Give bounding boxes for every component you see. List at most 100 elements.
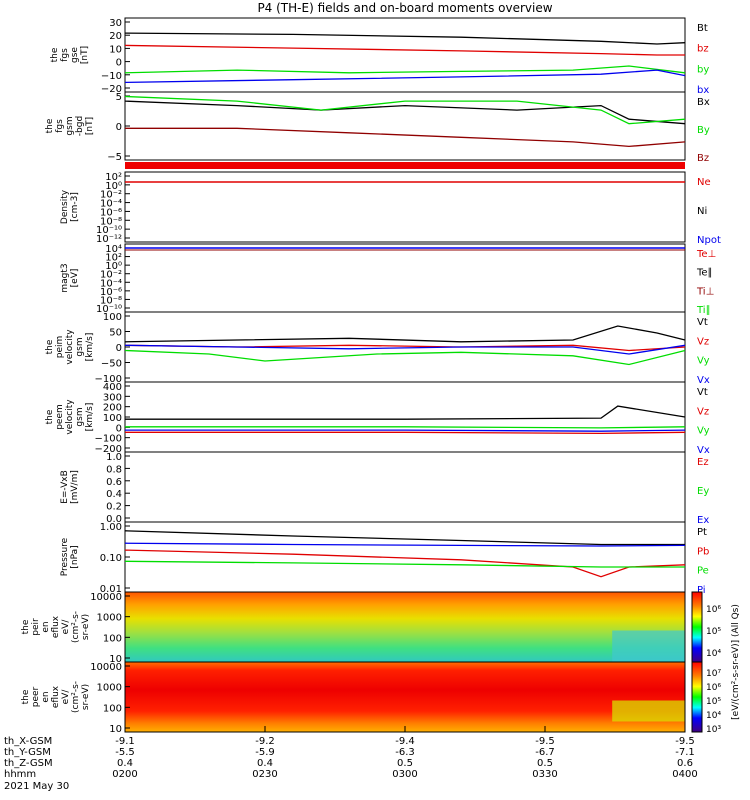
y-tick-label: 50 bbox=[109, 328, 122, 339]
y-tick-label: 10 bbox=[109, 44, 122, 55]
y-axis-label-line: [cm-3] bbox=[70, 192, 80, 222]
legend-bx: bx bbox=[697, 85, 709, 96]
y-axis-label-line: peem bbox=[55, 404, 65, 430]
x-row-value: -9.4 bbox=[395, 736, 415, 747]
colorbar-upper bbox=[691, 591, 703, 663]
y-axis-label: the peer en eflux eV/(cm²-s-sr-eV) bbox=[21, 681, 91, 713]
x-row-value: -6.7 bbox=[535, 747, 555, 758]
legend-te∥: Te∥ bbox=[696, 268, 713, 279]
colorbar-tick: 10⁵ bbox=[706, 627, 721, 637]
y-tick-label: 10⁰ bbox=[105, 261, 122, 272]
panel-frame-p2 bbox=[124, 91, 686, 161]
y-tick-label: 0.6 bbox=[106, 477, 122, 488]
y-axis-label-line: Pressure bbox=[60, 537, 70, 576]
legend-te⊥: Te⊥ bbox=[696, 249, 716, 260]
y-tick-label: 300 bbox=[103, 392, 122, 403]
y-tick-label: −5 bbox=[107, 152, 122, 163]
y-tick-label: 1000 bbox=[97, 683, 122, 694]
y-tick-label: −50 bbox=[101, 359, 122, 370]
y-axis-label-line: the bbox=[21, 689, 31, 704]
colorbar-tick: 10⁴ bbox=[706, 711, 721, 721]
legend-npot: Npot bbox=[697, 235, 721, 246]
y-tick-label: 10⁻² bbox=[100, 270, 122, 281]
series-by bbox=[124, 95, 686, 125]
colorbar-tick: 10⁶ bbox=[706, 605, 721, 615]
colorbar-tick: 10⁷ bbox=[706, 669, 721, 679]
legend-bt: Bt bbox=[697, 23, 708, 34]
x-row-value: 0.5 bbox=[397, 758, 413, 769]
y-tick-label: 10⁻⁴ bbox=[100, 278, 122, 289]
date-label: 2021 May 30 bbox=[4, 781, 69, 792]
y-axis-label: the peir en eflux eV/(cm²-s-sr-eV) bbox=[21, 611, 91, 643]
legend-by: by bbox=[697, 64, 709, 75]
y-axis-label-line: sr-eV) bbox=[81, 684, 91, 710]
colorbar-label: [eV/(cm²-s-sr-eV)] (All Qs) bbox=[731, 604, 741, 720]
y-axis-label: Pressure [nPa] bbox=[60, 537, 80, 576]
y-axis-label-line: [nPa] bbox=[70, 545, 80, 568]
y-axis-label-line: eV/ bbox=[61, 689, 71, 705]
y-tick-label: 10⁻¹⁰ bbox=[96, 225, 122, 236]
y-axis-label: the peem velocity gsm [km/s] bbox=[45, 399, 95, 435]
y-axis-label-line: fgs bbox=[55, 119, 65, 133]
series-by bbox=[124, 65, 686, 74]
y-axis-label-line: E=-VxB bbox=[60, 470, 70, 504]
x-row-value: -6.3 bbox=[395, 747, 415, 758]
x-row-value: 0.4 bbox=[117, 758, 133, 769]
legend-vz: Vz bbox=[697, 336, 709, 347]
y-axis-label-line: peim bbox=[55, 336, 65, 359]
colorbar-lower bbox=[691, 661, 703, 733]
series-bz bbox=[125, 127, 686, 148]
series-vx bbox=[124, 344, 686, 355]
y-tick-label: 0 bbox=[116, 423, 122, 434]
spectrogram-region bbox=[612, 700, 685, 722]
y-tick-label: −20 bbox=[101, 84, 122, 95]
x-row-value: 0300 bbox=[392, 769, 417, 780]
y-axis-label-line: [km/s] bbox=[85, 403, 95, 432]
y-tick-label: 100 bbox=[103, 703, 122, 714]
x-row-value: -9.2 bbox=[255, 736, 275, 747]
legend-vt: Vt bbox=[697, 387, 708, 398]
legend-by: By bbox=[697, 125, 710, 136]
panel-frame-p4 bbox=[124, 243, 686, 313]
x-row-label: th_X-GSM bbox=[4, 736, 52, 747]
series-pb bbox=[124, 549, 686, 578]
x-row-value: -9.5 bbox=[535, 736, 555, 747]
y-axis-label-line: Density bbox=[60, 189, 70, 224]
y-axis-label-line: en bbox=[41, 691, 51, 702]
legend-vx: Vx bbox=[697, 445, 710, 456]
y-tick-label: 10⁰ bbox=[105, 181, 122, 192]
y-axis-label-line: eflux bbox=[51, 615, 61, 638]
y-axis-label-line: the bbox=[45, 409, 55, 424]
y-axis-label-line: gsm bbox=[75, 337, 85, 356]
x-row-value: -7.1 bbox=[675, 747, 695, 758]
y-tick-label: 0.2 bbox=[106, 502, 122, 513]
y-axis-label-line: sr-eV) bbox=[81, 614, 91, 640]
y-axis-label-line: the bbox=[45, 339, 55, 354]
x-row-value: 0.6 bbox=[677, 758, 693, 769]
y-axis-label-line: peer bbox=[31, 686, 41, 707]
x-row-value: 0.4 bbox=[257, 758, 273, 769]
y-axis-label-line: gse bbox=[70, 47, 80, 63]
series-vt bbox=[125, 405, 686, 420]
y-axis-label-line: [nT] bbox=[85, 117, 95, 135]
y-tick-label: 400 bbox=[103, 382, 122, 393]
y-tick-label: 10⁻¹² bbox=[96, 234, 122, 245]
plot-title: P4 (TH-E) fields and on-board moments ov… bbox=[257, 1, 553, 15]
y-axis-label-line: en bbox=[41, 621, 51, 632]
y-tick-label: 10⁻⁶ bbox=[100, 287, 122, 298]
y-tick-label: 100 bbox=[103, 312, 122, 323]
y-tick-label: 0.0 bbox=[106, 514, 122, 525]
panel-frame-p3 bbox=[124, 171, 686, 243]
colorbar-tick: 10⁴ bbox=[706, 649, 721, 659]
legend-pi: Pi bbox=[697, 585, 706, 596]
y-axis-label-line: [eV] bbox=[70, 269, 80, 288]
legend-ne: Ne bbox=[697, 177, 711, 188]
x-row-value: 0230 bbox=[252, 769, 277, 780]
y-axis-label-line: velocity bbox=[65, 399, 75, 435]
x-row-label: th_Y-GSM bbox=[4, 747, 51, 758]
y-tick-label: 10000 bbox=[90, 592, 122, 603]
y-axis-label-line: [nT] bbox=[80, 46, 90, 64]
y-tick-label: 10000 bbox=[90, 662, 122, 673]
